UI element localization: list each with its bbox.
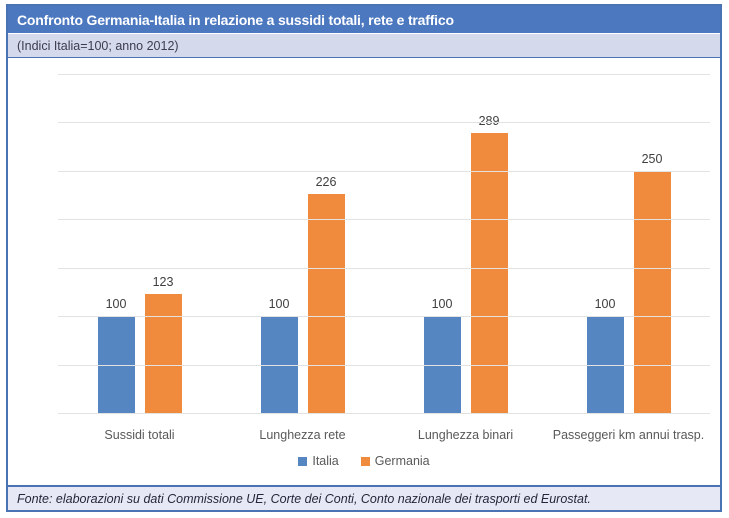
gridline-0 — [58, 413, 710, 414]
gridline-200 — [58, 219, 710, 221]
legend-swatch-italia — [298, 456, 308, 466]
bar-column-italia-1: 100 — [97, 297, 135, 413]
bar-column-germania-4: 250 — [633, 151, 671, 413]
data-label-italia-3: 100 — [431, 297, 453, 312]
legend: Italia Germania — [8, 454, 720, 468]
data-label-italia-1: 100 — [105, 297, 127, 312]
legend-item-germania[interactable]: Germania — [360, 454, 430, 468]
category-axis: Sussidi totali Lunghezza rete Lunghezza bi… — [58, 428, 710, 442]
data-label-germania-4: 250 — [641, 151, 663, 166]
category-label-4: Passeggeri km annui trasp. — [552, 428, 705, 442]
legend-swatch-germania — [360, 456, 370, 466]
gridline-100 — [58, 316, 710, 318]
bar-group-1: 100 123 — [58, 74, 221, 413]
bar-column-germania-3: 289 — [470, 114, 508, 413]
bar-group-4: 100 250 — [547, 74, 710, 413]
bar-column-germania-2: 226 — [307, 175, 345, 413]
gridline-350 — [58, 74, 710, 75]
bar-column-italia-4: 100 — [586, 297, 624, 413]
legend-item-italia[interactable]: Italia — [298, 454, 339, 468]
data-label-germania-2: 226 — [315, 175, 337, 190]
bar-column-germania-1: 123 — [144, 274, 182, 413]
bar-column-italia-2: 100 — [260, 297, 298, 413]
data-label-italia-4: 100 — [594, 297, 616, 312]
source-text: Fonte: elaborazioni su dati Commissione … — [17, 491, 591, 506]
gridline-300 — [58, 122, 710, 124]
gridline-150 — [58, 267, 710, 269]
category-label-3: Lunghezza binari — [417, 428, 514, 442]
bar-germania-2[interactable] — [307, 194, 345, 413]
bar-group-3: 100 289 — [384, 74, 547, 413]
bar-group-2: 100 226 — [221, 74, 384, 413]
category-label-1: Sussidi totali — [104, 428, 175, 442]
gridline-250 — [58, 170, 710, 172]
chart-plot-region: 100 123 100 226 100 289 100 250 Sussidi totali L… — [8, 58, 720, 485]
bar-germania-1[interactable] — [144, 293, 182, 413]
bar-germania-4[interactable] — [633, 170, 671, 413]
legend-label-germania: Germania — [374, 454, 430, 468]
gridline-50 — [58, 364, 710, 366]
data-label-italia-2: 100 — [268, 297, 290, 312]
legend-label-italia: Italia — [312, 454, 339, 468]
chart-subtitle: (Indici Italia=100; anno 2012) — [17, 38, 179, 53]
chart-figure: Confronto Germania-Italia in relazione a… — [6, 4, 722, 512]
chart-header: Confronto Germania-Italia in relazione a… — [8, 6, 720, 33]
bar-column-italia-3: 100 — [423, 297, 461, 413]
plot-area: 100 123 100 226 100 289 100 250 — [58, 74, 710, 414]
source-band: Fonte: elaborazioni su dati Commissione … — [8, 485, 720, 510]
bar-groups: 100 123 100 226 100 289 100 250 — [58, 74, 710, 413]
data-label-germania-1: 123 — [152, 274, 174, 289]
bar-germania-3[interactable] — [470, 133, 508, 413]
chart-subtitle-band: (Indici Italia=100; anno 2012) — [8, 33, 720, 58]
data-label-germania-3: 289 — [478, 114, 500, 129]
category-label-2: Lunghezza rete — [259, 428, 346, 442]
chart-title: Confronto Germania-Italia in relazione a… — [17, 11, 454, 28]
